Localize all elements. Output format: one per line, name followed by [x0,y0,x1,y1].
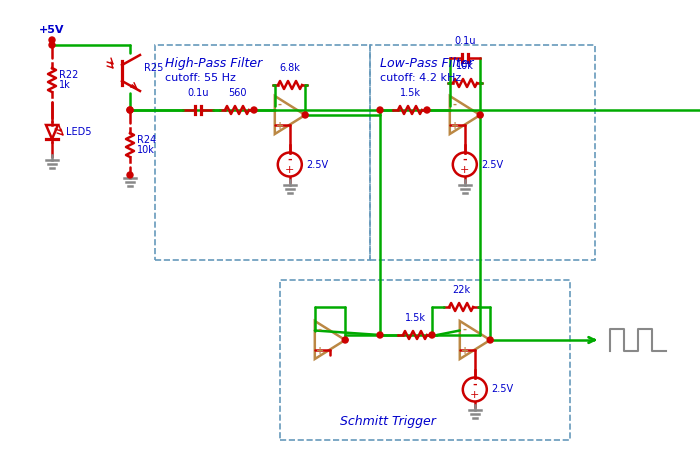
Text: 560: 560 [228,88,246,98]
Text: 10k: 10k [456,61,474,71]
Text: 1.5k: 1.5k [405,313,426,323]
Circle shape [477,112,483,118]
Text: 10k: 10k [137,145,155,155]
Circle shape [377,107,383,113]
Text: 6.8k: 6.8k [279,63,300,73]
Text: 1k: 1k [59,80,71,90]
Text: +: + [285,164,295,174]
Text: -: - [288,155,292,164]
Circle shape [424,107,430,113]
Text: 0.1u: 0.1u [454,36,476,46]
Text: 22k: 22k [452,285,470,295]
Text: LED5: LED5 [66,127,92,137]
Text: +5V: +5V [39,25,65,35]
Circle shape [302,112,308,118]
Circle shape [342,337,348,343]
Circle shape [127,107,133,113]
Text: -: - [453,100,457,110]
Circle shape [49,37,55,43]
Text: Low-Pass Filter: Low-Pass Filter [380,57,473,70]
Text: 2.5V: 2.5V [306,159,328,170]
Text: +: + [316,345,324,355]
Text: R24: R24 [137,135,156,145]
Text: +: + [276,120,284,131]
Text: R25: R25 [144,63,163,73]
Text: +: + [461,345,469,355]
Text: High-Pass Filter: High-Pass Filter [165,57,262,70]
Text: +: + [451,120,459,131]
Text: +: + [460,164,470,174]
Text: -: - [473,379,477,390]
Text: 0.1u: 0.1u [188,88,209,98]
Circle shape [127,172,133,178]
Text: cutoff: 4.2 kHz: cutoff: 4.2 kHz [380,73,461,83]
Text: Schmitt Trigger: Schmitt Trigger [340,415,436,428]
Circle shape [487,337,494,343]
Text: +: + [470,390,480,400]
Text: R22: R22 [59,70,78,80]
Circle shape [127,107,133,113]
Circle shape [251,107,257,113]
Text: 2.5V: 2.5V [481,159,503,170]
Circle shape [429,332,435,338]
Text: 1.5k: 1.5k [400,88,421,98]
Text: 2.5V: 2.5V [491,384,513,394]
Text: -: - [463,155,467,164]
Text: -: - [463,324,467,335]
Text: -: - [318,324,322,335]
Text: cutoff: 55 Hz: cutoff: 55 Hz [165,73,236,83]
Text: -: - [278,100,282,110]
Circle shape [377,332,383,338]
Circle shape [49,42,55,48]
